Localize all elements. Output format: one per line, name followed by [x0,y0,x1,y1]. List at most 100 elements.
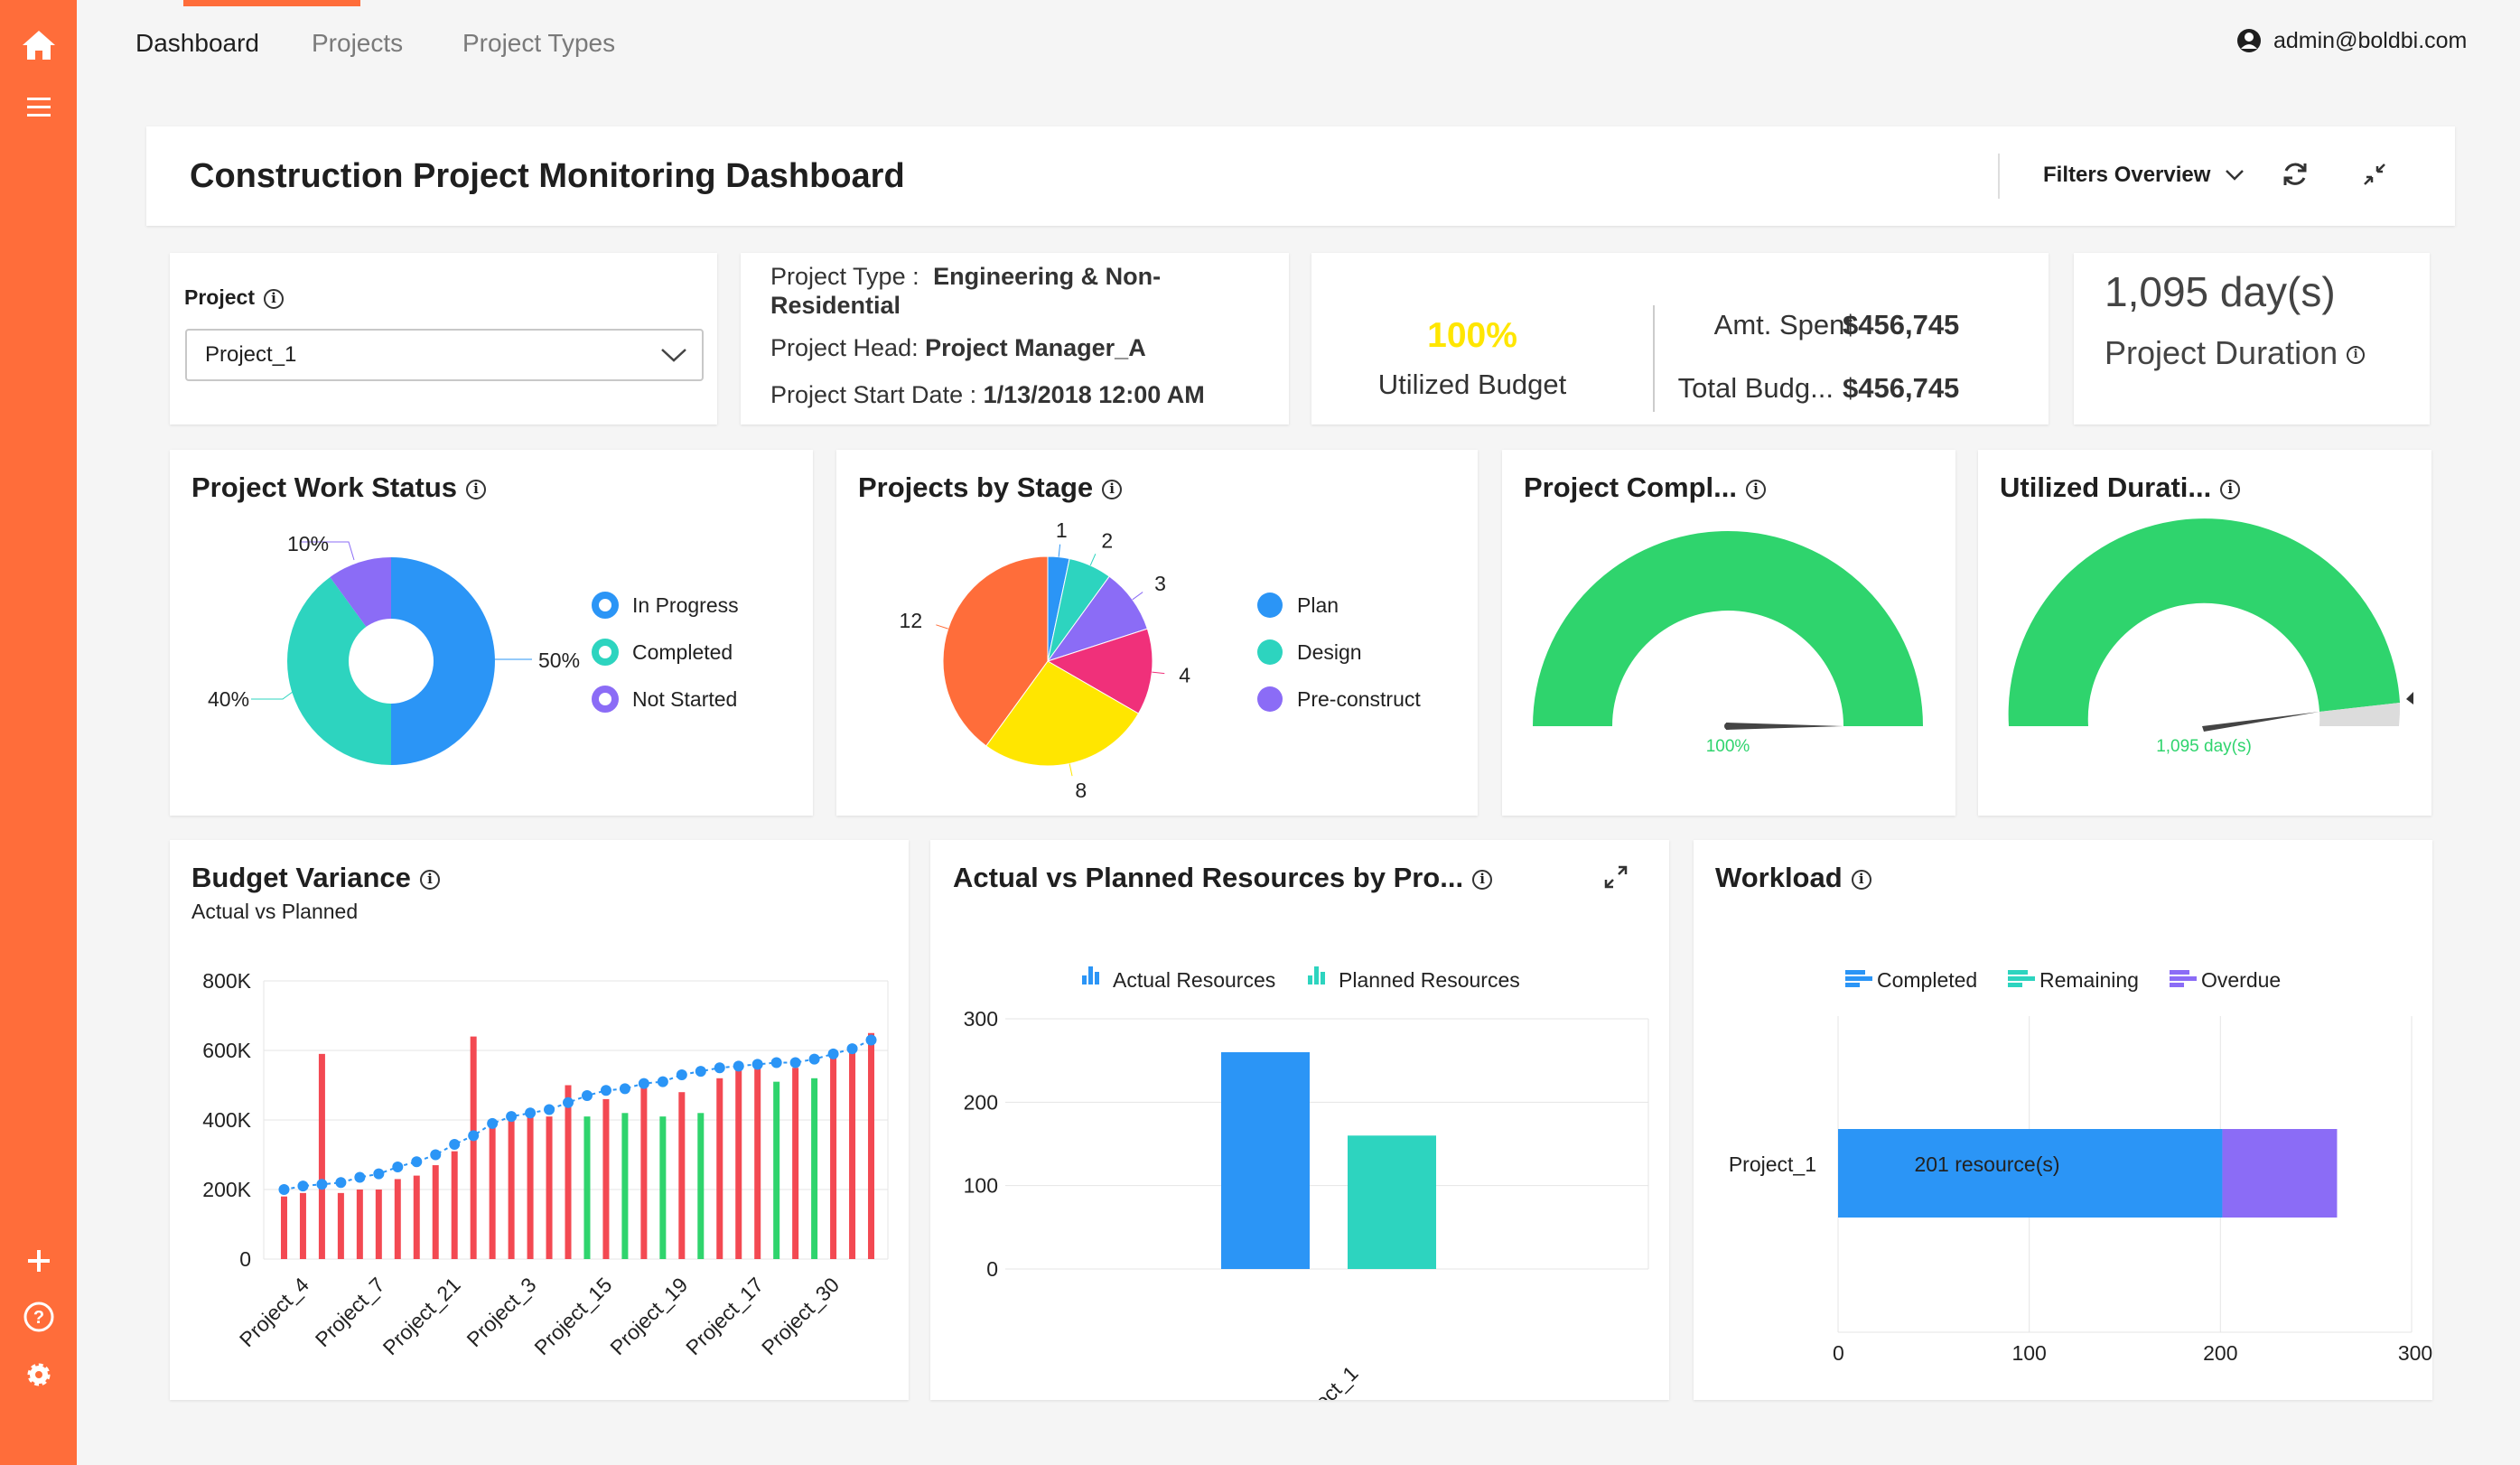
actual-bar[interactable] [621,1113,629,1259]
planned-point[interactable] [751,1059,763,1070]
legend-remaining[interactable]: Remaining [2008,968,2139,992]
slice-completed[interactable] [287,576,391,765]
planned-point[interactable] [714,1062,725,1074]
actual-bar[interactable] [299,1192,306,1259]
planned-point[interactable] [487,1117,499,1129]
settings-icon[interactable] [0,1355,77,1395]
planned-point[interactable] [638,1078,649,1089]
actual-bar[interactable] [868,1032,875,1259]
actual-bar[interactable] [375,1190,382,1259]
actual-bar[interactable] [356,1190,363,1259]
actual-bar[interactable] [716,1078,723,1259]
expand-icon[interactable] [1602,863,1629,895]
actual-resources-bar[interactable] [1221,1051,1310,1269]
actual-bar[interactable] [489,1120,496,1259]
legend-overdue[interactable]: Overdue [2170,968,2281,992]
actual-bar[interactable] [337,1192,344,1259]
legend-completed[interactable]: Completed [1845,968,1977,992]
planned-point[interactable] [865,1034,877,1046]
planned-point[interactable] [600,1085,611,1096]
legend-plan[interactable]: Plan [1257,593,1339,618]
actual-bar[interactable] [508,1113,515,1259]
actual-bar[interactable] [830,1057,837,1259]
planned-point[interactable] [392,1161,404,1172]
menu-icon[interactable] [0,90,77,123]
planned-point[interactable] [544,1104,555,1115]
info-icon[interactable]: i [1851,869,1871,890]
planned-point[interactable] [297,1180,309,1192]
actual-bar[interactable] [640,1085,648,1260]
tab-dashboard[interactable]: Dashboard [135,29,259,57]
overdue-segment[interactable] [2222,1129,2338,1218]
legend-not-started[interactable]: Not Started [592,686,737,713]
planned-point[interactable] [733,1060,744,1072]
completed-segment[interactable] [1838,1129,2223,1218]
actual-bar[interactable] [318,1053,325,1259]
planned-point[interactable] [430,1149,442,1161]
actual-bar[interactable] [659,1116,667,1259]
planned-point[interactable] [354,1171,366,1183]
legend-in-progress[interactable]: In Progress [592,592,739,619]
actual-bar[interactable] [811,1078,818,1259]
actual-bar[interactable] [470,1036,477,1259]
info-icon[interactable]: i [2220,479,2241,499]
slice-pre-construct[interactable] [1046,575,1148,662]
actual-bar[interactable] [565,1085,572,1260]
info-icon[interactable]: i [419,869,440,890]
home-icon[interactable] [0,25,77,65]
planned-point[interactable] [695,1066,706,1078]
actual-bar[interactable] [432,1165,439,1259]
planned-resources-bar[interactable] [1348,1135,1436,1269]
actual-bar[interactable] [697,1113,705,1259]
planned-point[interactable] [789,1057,801,1068]
add-icon[interactable] [0,1245,77,1277]
legend-pre-construct[interactable]: Pre-construct [1257,686,1421,712]
planned-point[interactable] [846,1043,858,1055]
actual-bar[interactable] [678,1092,686,1259]
project-dropdown[interactable]: Project_1 [185,329,704,381]
actual-bar[interactable] [394,1179,401,1259]
planned-point[interactable] [449,1138,461,1150]
planned-point[interactable] [676,1068,687,1080]
planned-point[interactable] [525,1107,537,1119]
actual-bar[interactable] [451,1151,458,1259]
actual-bar[interactable] [583,1116,591,1259]
planned-point[interactable] [506,1111,518,1123]
tab-project-types[interactable]: Project Types [462,29,616,57]
info-icon[interactable]: i [263,288,284,309]
collapse-icon[interactable] [2361,161,2388,192]
planned-point[interactable] [657,1076,668,1087]
planned-point[interactable] [468,1130,480,1142]
actual-bar[interactable] [773,1081,780,1259]
legend-planned-resources[interactable]: Planned Resources [1308,966,1520,992]
user-menu[interactable]: admin@boldbi.com [2235,27,2467,54]
planned-point[interactable] [563,1096,574,1108]
info-icon[interactable]: i [1745,479,1766,499]
actual-bar[interactable] [546,1116,553,1259]
planned-point[interactable] [373,1168,385,1180]
info-icon[interactable]: i [1472,869,1493,890]
actual-bar[interactable] [849,1050,856,1259]
actual-bar[interactable] [735,1068,742,1259]
info-icon[interactable]: i [466,479,487,499]
planned-point[interactable] [827,1048,839,1059]
actual-bar[interactable] [413,1175,420,1259]
slice-in-progress[interactable] [391,557,495,765]
legend-completed[interactable]: Completed [592,639,733,666]
legend-design[interactable]: Design [1257,639,1362,665]
tab-projects[interactable]: Projects [312,29,404,57]
actual-bar[interactable] [527,1109,534,1259]
planned-point[interactable] [619,1083,630,1095]
filters-overview-button[interactable]: Filters Overview [2043,163,2245,188]
planned-point[interactable] [335,1177,347,1189]
help-icon[interactable]: ? [0,1299,77,1335]
actual-bar[interactable] [792,1068,799,1259]
actual-bar[interactable] [602,1098,610,1259]
legend-actual-resources[interactable]: Actual Resources [1082,966,1275,992]
planned-point[interactable] [316,1179,328,1190]
planned-point[interactable] [770,1057,782,1068]
info-icon[interactable]: i [2347,346,2366,365]
slice-stage-4[interactable] [1046,628,1153,714]
planned-point[interactable] [808,1053,820,1065]
actual-bar[interactable] [754,1064,761,1259]
